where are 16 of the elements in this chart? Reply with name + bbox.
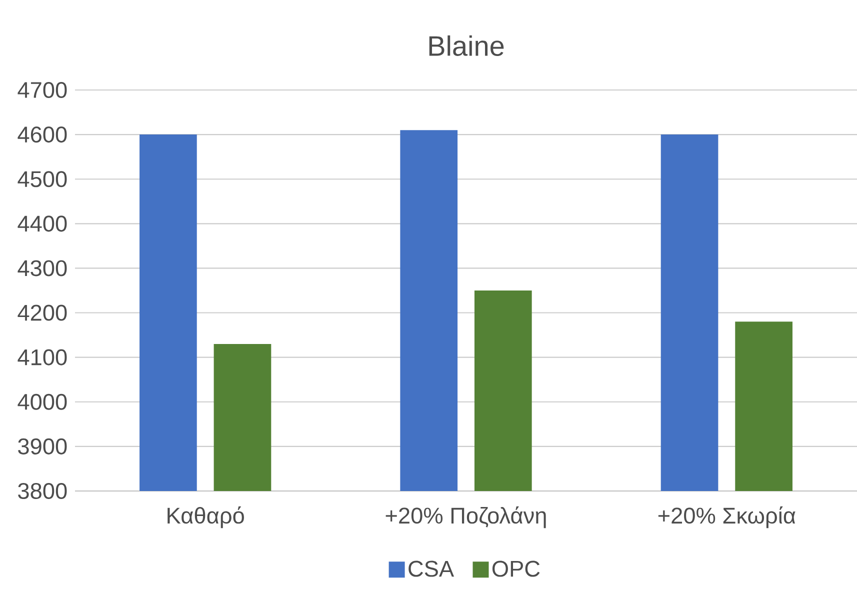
x-tick-label: +20% Ποζολάνη (386, 506, 546, 528)
x-tick-label: Καθαρό (168, 506, 244, 528)
y-tick-label: 4300 (18, 260, 67, 276)
y-tick-label: 4200 (18, 304, 67, 321)
y-tick-label: 3900 (18, 438, 67, 454)
legend-label: OPC (492, 560, 540, 577)
y-tick-label: 4600 (18, 126, 67, 143)
x-tick-label: +20% Σκωρία (658, 506, 796, 528)
chart-title: Blaine (429, 35, 504, 56)
y-tick-label: 3800 (18, 482, 67, 500)
y-tick-label: 4400 (18, 216, 67, 232)
y-tick-label: 4000 (18, 394, 67, 410)
legend-label: CSA (408, 560, 454, 577)
y-tick-label: 4700 (18, 82, 67, 98)
y-tick-label: 4100 (18, 349, 67, 366)
y-tick-label: 4500 (18, 171, 67, 188)
